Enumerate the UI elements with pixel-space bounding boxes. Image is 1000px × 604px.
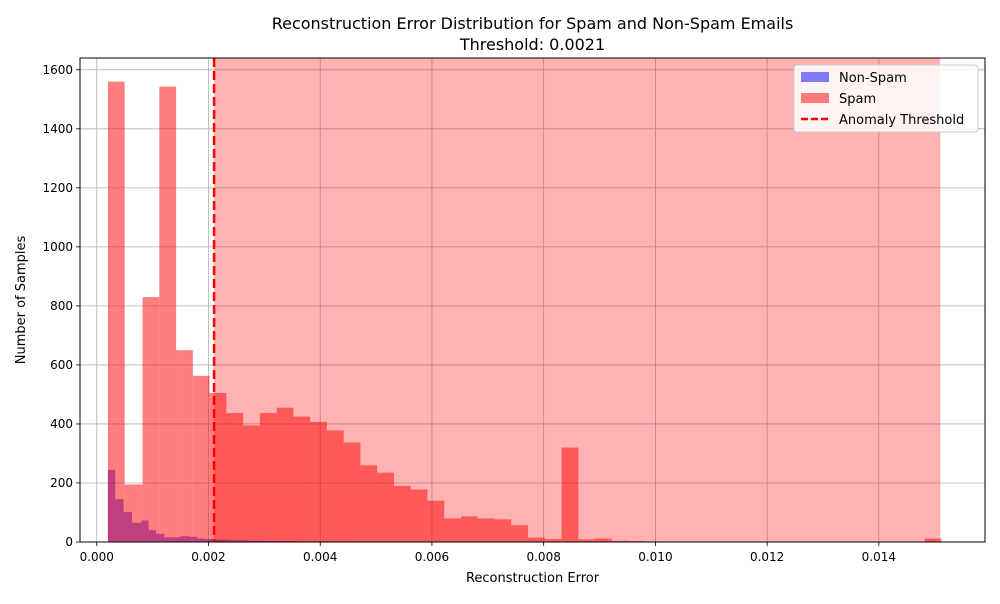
spam-bar <box>427 500 445 542</box>
spam-bar <box>159 86 177 542</box>
spam-bar <box>460 516 478 542</box>
spam-bar <box>544 539 562 542</box>
spam-bar <box>578 539 596 542</box>
spam-bar <box>276 407 294 542</box>
legend-swatch-spam <box>801 93 829 103</box>
spam-bar <box>176 350 193 542</box>
spam-bar <box>611 540 629 542</box>
legend-swatch-non-spam <box>801 72 829 82</box>
chart-title-line1: Reconstruction Error Distribution for Sp… <box>272 14 794 33</box>
x-tick-label: 0.008 <box>526 550 560 564</box>
spam-bar <box>293 416 311 542</box>
x-axis-ticks: 0.000 0.002 0.004 0.006 0.008 0.010 0.012 0.014 <box>80 542 896 564</box>
spam-bar <box>209 392 227 542</box>
x-tick-label: 0.000 <box>80 550 114 564</box>
spam-bar <box>124 484 143 542</box>
x-tick-label: 0.014 <box>862 550 896 564</box>
histogram-bars <box>107 81 942 543</box>
y-tick-label: 1000 <box>42 240 73 254</box>
y-tick-label: 1200 <box>42 181 73 195</box>
y-tick-label: 1600 <box>42 63 73 77</box>
legend-label-non-spam: Non-Spam <box>839 71 907 86</box>
x-tick-label: 0.010 <box>638 550 672 564</box>
spam-bar <box>226 413 244 542</box>
spam-bar <box>259 413 277 542</box>
spam-bar <box>107 81 125 543</box>
x-tick-label: 0.006 <box>415 550 449 564</box>
y-tick-label: 200 <box>50 476 73 490</box>
x-tick-label: 0.004 <box>303 550 337 564</box>
spam-bar <box>142 297 160 542</box>
spam-bar <box>393 485 411 542</box>
spam-bar <box>243 425 260 542</box>
y-tick-label: 400 <box>50 417 73 431</box>
legend-label-anomaly-threshold: Anomaly Threshold <box>839 113 964 128</box>
spam-bar <box>477 518 495 542</box>
spam-bar <box>310 421 327 542</box>
spam-bar <box>326 430 344 542</box>
plot-frame <box>79 57 986 543</box>
spam-bar <box>377 472 394 542</box>
spam-bar <box>924 538 942 542</box>
spam-bar <box>360 465 378 542</box>
spam-bar <box>511 525 529 542</box>
spam-bar <box>410 489 428 542</box>
spam-bar <box>494 519 512 542</box>
spam-bar <box>192 375 210 542</box>
y-tick-label: 1400 <box>42 122 73 136</box>
x-tick-label: 0.012 <box>750 550 784 564</box>
chart-title-line2: Threshold: 0.0021 <box>459 35 605 54</box>
x-axis-label: Reconstruction Error <box>466 571 600 586</box>
spam-bar <box>595 538 612 542</box>
x-tick-label: 0.002 <box>191 550 225 564</box>
y-axis-ticks: 0 200 400 600 800 1000 1200 1400 1600 <box>42 63 80 549</box>
y-axis-label: Number of Samples <box>14 236 29 365</box>
y-tick-label: 0 <box>65 535 73 549</box>
legend-label-spam: Spam <box>839 92 876 107</box>
legend-box <box>793 64 979 133</box>
spam-bar <box>444 518 461 542</box>
y-tick-label: 600 <box>50 358 73 372</box>
spam-bar <box>343 442 361 542</box>
legend: Non-Spam Spam Anomaly Threshold <box>793 64 979 133</box>
spam-bar <box>561 447 579 542</box>
spam-bar <box>528 537 545 542</box>
y-tick-label: 800 <box>50 299 73 313</box>
